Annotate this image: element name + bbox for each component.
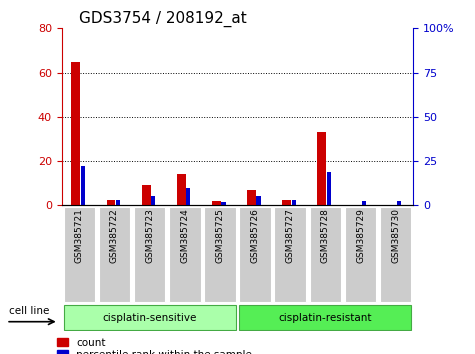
FancyBboxPatch shape	[239, 207, 271, 302]
Bar	[256, 196, 261, 205]
Bar	[151, 196, 155, 205]
Bar	[247, 190, 256, 205]
FancyBboxPatch shape	[169, 207, 200, 302]
Text: cisplatin-sensitive: cisplatin-sensitive	[103, 313, 197, 323]
Legend: count, percentile rank within the sample: count, percentile rank within the sample	[57, 338, 252, 354]
Bar	[327, 172, 331, 205]
Bar	[81, 166, 85, 205]
Text: GSM385726: GSM385726	[251, 208, 259, 263]
FancyBboxPatch shape	[275, 207, 306, 302]
FancyBboxPatch shape	[380, 207, 411, 302]
FancyBboxPatch shape	[64, 207, 95, 302]
Bar	[362, 201, 366, 205]
Text: cisplatin-resistant: cisplatin-resistant	[279, 313, 372, 323]
Bar	[106, 200, 115, 205]
Bar	[71, 62, 80, 205]
Bar	[186, 188, 190, 205]
FancyBboxPatch shape	[345, 207, 376, 302]
FancyBboxPatch shape	[204, 207, 236, 302]
Text: GSM385727: GSM385727	[286, 208, 294, 263]
Text: cell line: cell line	[9, 306, 50, 316]
Bar	[221, 202, 226, 205]
Bar	[142, 185, 151, 205]
Text: GSM385729: GSM385729	[356, 208, 365, 263]
Text: GSM385722: GSM385722	[110, 208, 119, 263]
Bar	[317, 132, 326, 205]
Text: GSM385725: GSM385725	[216, 208, 224, 263]
Text: GSM385728: GSM385728	[321, 208, 330, 263]
FancyBboxPatch shape	[239, 305, 411, 331]
FancyBboxPatch shape	[99, 207, 130, 302]
Bar	[397, 201, 401, 205]
FancyBboxPatch shape	[64, 305, 236, 331]
Bar	[177, 175, 186, 205]
Bar	[292, 200, 296, 205]
Text: GSM385723: GSM385723	[145, 208, 154, 263]
Bar	[116, 200, 120, 205]
Text: GSM385724: GSM385724	[180, 208, 189, 263]
Text: GDS3754 / 208192_at: GDS3754 / 208192_at	[79, 11, 247, 27]
Bar	[282, 200, 291, 205]
FancyBboxPatch shape	[134, 207, 165, 302]
Text: GSM385721: GSM385721	[75, 208, 84, 263]
Bar	[212, 201, 221, 205]
FancyBboxPatch shape	[310, 207, 341, 302]
Text: GSM385730: GSM385730	[391, 208, 400, 263]
